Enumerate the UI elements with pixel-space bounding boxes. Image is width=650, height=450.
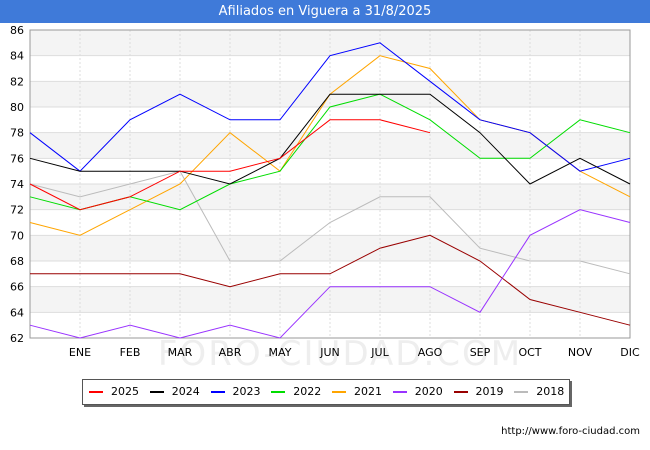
- legend-swatch: [271, 391, 286, 393]
- series-line-2020: [29, 209, 631, 339]
- legend-swatch: [514, 391, 529, 393]
- legend-label: 2025: [111, 385, 139, 398]
- watermark: FORO-CIUDAD.COM: [157, 334, 523, 374]
- legend-swatch: [392, 391, 407, 393]
- legend-label: 2021: [354, 385, 382, 398]
- y-tick-label: 68: [10, 255, 24, 268]
- x-tick-label: NOV: [568, 346, 593, 359]
- series-line-2025: [29, 119, 431, 211]
- y-axis: 62 64 66 68 70 72 74 76 78 80 82 84 86: [10, 24, 24, 345]
- x-tick-label: ABR: [219, 346, 242, 359]
- legend-label: 2019: [475, 385, 504, 398]
- x-tick-label: SEP: [470, 346, 491, 359]
- y-tick-label: 76: [10, 152, 24, 165]
- x-axis: ENE FEB MAR ABR MAY JUN JUL AGO SEP OCT NOV DIC: [69, 346, 640, 359]
- legend: 2025 2024 2023 2022 2021 2020 2019 2018: [82, 379, 570, 405]
- y-tick-label: 78: [10, 127, 24, 140]
- legend-label: 2022: [293, 385, 322, 398]
- x-tick-label: MAR: [168, 346, 193, 359]
- y-tick-label: 64: [10, 306, 24, 319]
- x-tick-label: AGO: [418, 346, 443, 359]
- legend-swatch: [149, 391, 164, 393]
- legend-swatch: [332, 391, 346, 393]
- series-line-2018: [29, 170, 631, 275]
- x-tick-label: JUL: [370, 346, 389, 359]
- x-tick-label: MAY: [269, 346, 292, 359]
- legend-label: 2018: [536, 385, 565, 398]
- y-tick-label: 72: [10, 204, 24, 217]
- legend-swatch: [89, 391, 103, 393]
- chart-title: Afiliados en Viguera a 31/8/2025: [218, 4, 432, 19]
- legend-label: 2023: [232, 385, 261, 398]
- x-tick-label: FEB: [120, 346, 141, 359]
- series-line-2024: [29, 93, 631, 185]
- x-tick-label: DIC: [620, 346, 640, 359]
- y-tick-label: 66: [10, 281, 24, 294]
- series-lines: [29, 42, 631, 339]
- y-tick-label: 82: [10, 75, 24, 88]
- x-tick-label: JUN: [319, 346, 340, 359]
- y-tick-label: 70: [10, 229, 24, 242]
- y-tick-label: 74: [10, 178, 24, 191]
- legend-label: 2020: [414, 385, 443, 398]
- y-tick-label: 84: [10, 50, 24, 63]
- series-line-2019: [30, 234, 631, 326]
- x-tick-label: OCT: [518, 346, 541, 359]
- legend-swatch: [210, 391, 225, 393]
- series-line-2023: [29, 42, 631, 172]
- y-tick-label: 86: [10, 24, 24, 37]
- y-tick-label: 62: [10, 332, 24, 345]
- legend-swatch: [453, 391, 468, 393]
- title-bar: [0, 0, 650, 23]
- y-tick-label: 80: [10, 101, 24, 114]
- legend-label: 2024: [171, 385, 200, 398]
- x-tick-label: ENE: [69, 346, 91, 359]
- footer-url: http://www.foro-ciudad.com: [501, 426, 640, 437]
